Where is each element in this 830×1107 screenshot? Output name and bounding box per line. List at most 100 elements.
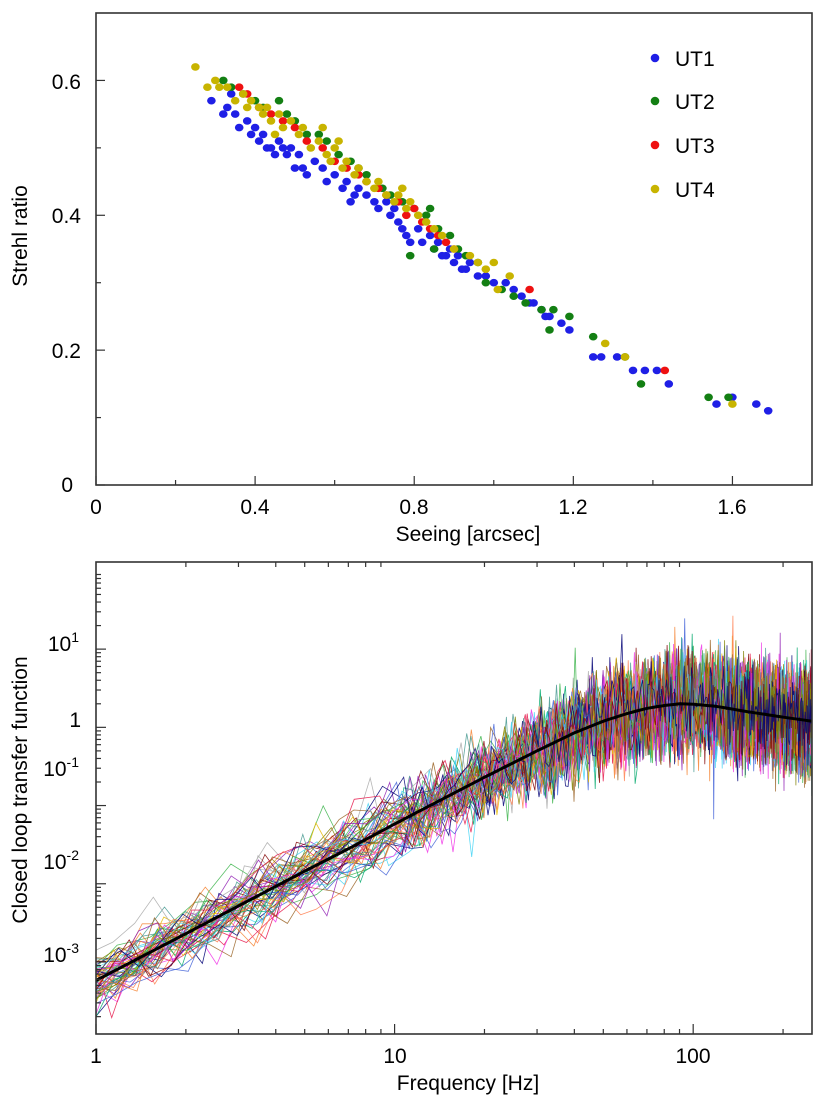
scatter-point-ut4 bbox=[334, 137, 343, 145]
scatter-xtick-label: 1.2 bbox=[558, 496, 587, 519]
scatter-point-ut1 bbox=[274, 137, 284, 145]
transfer-ytick-label: 1 bbox=[69, 709, 81, 732]
scatter-point-ut1 bbox=[219, 110, 228, 118]
scatter-point-ut4 bbox=[437, 231, 447, 240]
scatter-point-ut4 bbox=[223, 83, 232, 91]
transfer-function-realizations bbox=[96, 615, 812, 1019]
scatter-point-ut4 bbox=[338, 164, 347, 172]
scatter-point-ut1 bbox=[294, 150, 304, 159]
scatter-point-ut1 bbox=[481, 272, 491, 280]
scatter-point-ut4 bbox=[330, 144, 340, 152]
scatter-point-ut4 bbox=[620, 353, 630, 361]
scatter-point-ut4 bbox=[326, 157, 336, 166]
scatter-y-axis-label: Strehl ratio bbox=[9, 185, 32, 287]
transfer-plot-frame bbox=[95, 561, 813, 1035]
scatter-point-ut3 bbox=[525, 285, 534, 294]
scatter-ytick-label: 0 bbox=[61, 474, 73, 497]
scatter-point-ut1 bbox=[318, 164, 328, 172]
scatter-point-ut2 bbox=[636, 380, 646, 388]
scatter-point-ut2 bbox=[302, 130, 312, 139]
scatter-point-ut4 bbox=[449, 245, 459, 253]
scatter-point-ut4 bbox=[394, 191, 403, 199]
scatter-xtick-label: 1.6 bbox=[717, 496, 746, 519]
scatter-point-ut1 bbox=[417, 238, 427, 247]
scatter-point-ut4 bbox=[429, 225, 439, 233]
scatter-point-ut1 bbox=[266, 144, 276, 152]
scatter-point-ut2 bbox=[704, 393, 713, 402]
scatter-point-ut1 bbox=[557, 319, 566, 328]
scatter-point-ut2 bbox=[282, 110, 292, 118]
scatter-point-ut1 bbox=[425, 231, 435, 240]
scatter-point-ut4 bbox=[350, 171, 359, 179]
scatter-point-ut1 bbox=[509, 285, 518, 294]
scatter-point-ut1 bbox=[596, 353, 606, 361]
scatter-point-ut2 bbox=[565, 312, 574, 321]
scatter-point-ut1 bbox=[310, 157, 320, 166]
scatter-point-ut1 bbox=[413, 225, 423, 233]
scatter-point-ut3 bbox=[278, 117, 288, 125]
realization-line bbox=[96, 634, 812, 976]
scatter-point-ut2 bbox=[537, 305, 546, 314]
scatter-point-ut4 bbox=[481, 265, 491, 274]
scatter-point-ut2 bbox=[545, 326, 554, 334]
scatter-point-ut4 bbox=[246, 96, 256, 105]
scatter-point-ut3 bbox=[234, 83, 244, 91]
transfer-xtick-label: 1 bbox=[90, 1045, 102, 1068]
scatter-point-ut1 bbox=[286, 144, 296, 152]
scatter-point-ut3 bbox=[266, 110, 276, 118]
legend-label-ut3: UT3 bbox=[675, 135, 715, 158]
legend-marker-ut2 bbox=[650, 96, 660, 106]
scatter-point-ut1 bbox=[223, 103, 232, 112]
scatter-point-ut1 bbox=[752, 400, 761, 408]
legend-label-ut4: UT4 bbox=[675, 179, 715, 202]
model-curve bbox=[96, 702, 812, 982]
scatter-point-ut1 bbox=[437, 251, 447, 260]
scatter-point-ut1 bbox=[342, 177, 351, 186]
scatter-point-ut4 bbox=[278, 123, 288, 132]
transfer-xtick-label: 100 bbox=[675, 1045, 710, 1068]
scatter-point-ut1 bbox=[362, 191, 371, 199]
scatter-point-ut4 bbox=[370, 184, 379, 193]
scatter-point-ut1 bbox=[545, 312, 554, 321]
scatter-point-ut2 bbox=[509, 292, 518, 301]
scatter-point-ut4 bbox=[191, 63, 200, 71]
scatter-point-ut1 bbox=[302, 171, 312, 179]
scatter-point-ut4 bbox=[258, 110, 268, 118]
scatter-point-ut1 bbox=[298, 164, 308, 172]
scatter-point-ut2 bbox=[274, 96, 284, 105]
scatter-point-ut2 bbox=[334, 150, 343, 159]
scatter-point-ut1 bbox=[652, 366, 662, 375]
scatter-point-ut1 bbox=[322, 177, 332, 186]
scatter-point-ut4 bbox=[294, 130, 304, 139]
scatter-point-ut4 bbox=[465, 251, 475, 260]
scatter-point-ut1 bbox=[763, 407, 773, 415]
scatter-point-ut1 bbox=[465, 258, 475, 267]
scatter-point-ut1 bbox=[628, 366, 638, 375]
scatter-point-ut1 bbox=[433, 238, 443, 247]
scatter-plot-frame bbox=[95, 12, 813, 486]
scatter-point-ut3 bbox=[660, 366, 670, 375]
scatter-point-ut1 bbox=[405, 238, 415, 247]
scatter-point-ut1 bbox=[370, 198, 379, 206]
legend-marker-ut4 bbox=[650, 184, 660, 194]
scatter-point-ut1 bbox=[207, 96, 216, 105]
scatter-point-ut4 bbox=[382, 191, 391, 199]
scatter-point-ut2 bbox=[322, 137, 332, 145]
scatter-point-ut2 bbox=[405, 251, 415, 260]
scatter-point-ut1 bbox=[278, 144, 288, 152]
scatter-point-ut1 bbox=[258, 130, 268, 139]
scatter-point-ut4 bbox=[318, 123, 328, 132]
scatter-point-ut4 bbox=[314, 137, 324, 145]
scatter-point-ut1 bbox=[473, 272, 483, 280]
scatter-point-ut4 bbox=[362, 177, 371, 186]
scatter-point-ut4 bbox=[262, 103, 272, 112]
scatter-point-ut1 bbox=[640, 366, 650, 375]
scatter-point-ut4 bbox=[421, 218, 431, 226]
scatter-point-ut1 bbox=[612, 353, 622, 361]
scatter-point-ut4 bbox=[390, 198, 399, 206]
scatter-point-ut2 bbox=[362, 171, 371, 179]
scatter-point-ut1 bbox=[350, 191, 359, 199]
scatter-point-ut1 bbox=[565, 326, 574, 334]
scatter-point-ut2 bbox=[588, 332, 598, 341]
